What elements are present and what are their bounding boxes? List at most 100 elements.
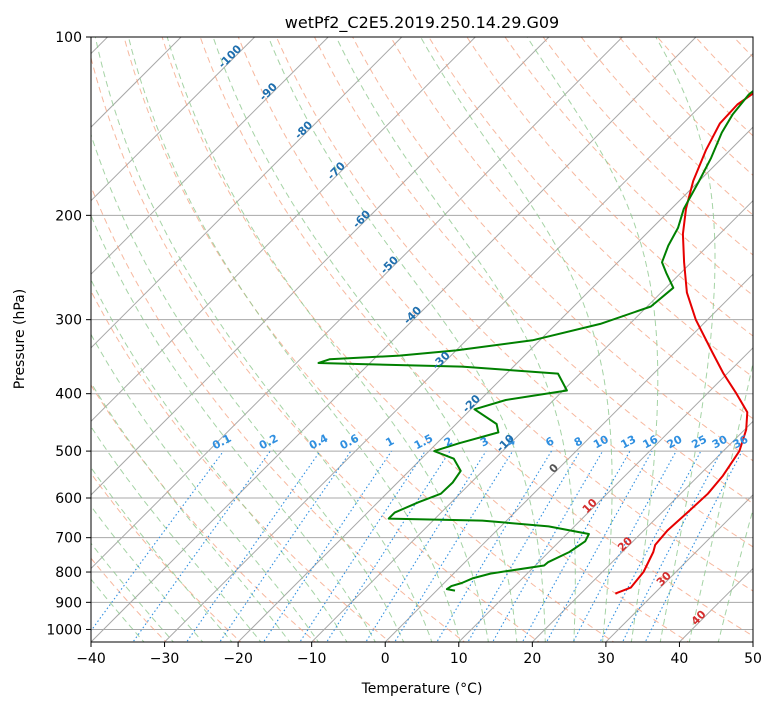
- moist-adiabat-line: [91, 133, 405, 642]
- mixing-ratio-line: [219, 450, 352, 642]
- mixing-ratio-label: 16: [641, 433, 661, 452]
- dry-adiabat-label: -80: [292, 118, 315, 141]
- y-tick-label: 500: [55, 444, 82, 460]
- dry-adiabat-line: [91, 290, 391, 642]
- dry-adiabat-label: 40: [689, 608, 709, 628]
- mixing-ratio-line: [467, 450, 581, 642]
- mixing-ratio-line: [572, 450, 677, 642]
- dry-adiabat-label: -50: [378, 253, 401, 276]
- moist-adiabat-line: [688, 360, 753, 642]
- mixing-ratio-label: 20: [665, 433, 685, 452]
- x-tick-label: 10: [450, 651, 468, 667]
- isotherm-line: [0, 10, 61, 654]
- isotherm-line: [310, 199, 753, 642]
- moist-adiabat-line: [91, 578, 145, 642]
- x-tick-label: −10: [297, 651, 327, 667]
- y-tick-label: 400: [55, 387, 82, 403]
- y-tick-label: 900: [55, 595, 82, 611]
- x-tick-label: 0: [381, 651, 390, 667]
- mixing-ratio-label: 30: [710, 433, 730, 452]
- moist-adiabat-line: [91, 214, 376, 642]
- y-tick-label: 300: [55, 313, 82, 329]
- moist-adiabat-line: [127, 37, 461, 642]
- mixing-ratio-label: 1: [383, 434, 396, 449]
- mixing-ratio-line: [621, 450, 722, 642]
- mixing-ratio-label: 25: [689, 433, 709, 452]
- dry-adiabat-label: 20: [615, 534, 635, 554]
- isotherm-line: [237, 126, 753, 642]
- mixing-ratio-label: 13: [619, 433, 639, 452]
- x-tick-label: −30: [150, 651, 180, 667]
- moist-adiabat-line: [94, 37, 433, 642]
- moist-adiabat-line: [91, 333, 320, 642]
- mixing-ratio-line: [262, 450, 392, 642]
- moist-adiabat-line: [267, 37, 546, 642]
- moist-adiabat-line: [335, 37, 576, 642]
- x-axis-title: Temperature (°C): [361, 681, 483, 697]
- x-tick-label: 30: [597, 651, 615, 667]
- dry-adiabat-line: [732, 37, 753, 58]
- mixing-ratio-line: [91, 450, 224, 632]
- isotherm-line: [531, 420, 753, 642]
- mixing-ratio-label: 36: [731, 433, 751, 452]
- moist-adiabat-line: [91, 425, 262, 642]
- mixing-ratio-label: 0.4: [307, 432, 331, 453]
- dry-adiabat-label: -90: [257, 80, 280, 103]
- mixing-ratio-label: 6: [543, 434, 556, 449]
- x-tick-label: −20: [223, 651, 253, 667]
- dry-adiabat-line: [275, 37, 753, 548]
- y-tick-label: 800: [55, 565, 82, 581]
- moist-adiabat-line: [91, 466, 233, 642]
- y-axis-title: Pressure (hPa): [12, 289, 28, 389]
- mixing-ratio-line: [599, 450, 702, 642]
- moist-adiabat-line: [717, 507, 753, 642]
- dry-adiabat-line: [91, 55, 540, 642]
- moist-adiabat-line: [655, 37, 716, 642]
- moist-adiabat-line: [526, 37, 659, 642]
- dry-adiabat-label: -60: [350, 207, 373, 230]
- mixing-ratio-label: 3: [478, 434, 491, 449]
- dry-adiabat-line: [199, 37, 753, 637]
- isotherm-line: [605, 494, 753, 642]
- mixing-ratio-line: [185, 450, 321, 642]
- isotherm-line: [91, 37, 256, 202]
- moist-adiabat-line: [420, 37, 613, 642]
- dry-adiabat-line: [161, 37, 690, 642]
- y-tick-label: 700: [55, 531, 82, 547]
- dry-adiabat-line: [504, 37, 753, 297]
- x-tick-label: 50: [744, 651, 762, 667]
- y-tick-label: 1000: [46, 622, 82, 638]
- chart-title: wetPf2_C2E5.2019.250.14.29.G09: [285, 13, 559, 33]
- dry-adiabat-line: [580, 37, 753, 216]
- moist-adiabat-line: [166, 37, 489, 642]
- isotherm-line: [752, 641, 753, 642]
- dewpoint-profile: [317, 89, 753, 592]
- dry-adiabat-line: [428, 37, 753, 378]
- mixing-ratio-label: 0.1: [210, 432, 233, 453]
- isotherm-line: [91, 37, 624, 570]
- y-tick-label: 100: [55, 30, 82, 46]
- axes: −40 −30 −20 −10 0 10 20 30 40 5010020030040050060…: [46, 30, 762, 667]
- x-tick-label: −40: [76, 651, 106, 667]
- mixing-ratio-label: 10: [591, 433, 611, 452]
- dry-adiabat-line: [91, 472, 242, 642]
- plot-frame: [90, 36, 754, 643]
- dry-adiabat-label: -40: [401, 304, 424, 327]
- dry-adiabat-line: [237, 37, 753, 592]
- mixing-ratio-line: [132, 450, 271, 642]
- y-tick-label: 600: [55, 491, 82, 507]
- moist-adiabat-line: [91, 278, 348, 642]
- profile-lines: [317, 89, 753, 595]
- temperature-profile: [614, 92, 753, 595]
- mixing-ratio-label: 8: [572, 434, 585, 449]
- dry-adiabat-label: 10: [580, 496, 600, 516]
- mixing-ratio-line: [394, 450, 514, 642]
- x-tick-label: 20: [523, 651, 541, 667]
- dry-adiabat-label: -100: [216, 42, 245, 71]
- isotherm-line: [91, 37, 697, 642]
- mixing-ratio-line: [299, 450, 426, 642]
- isotherm-line: [678, 567, 753, 642]
- moist-adiabat-line: [91, 381, 291, 642]
